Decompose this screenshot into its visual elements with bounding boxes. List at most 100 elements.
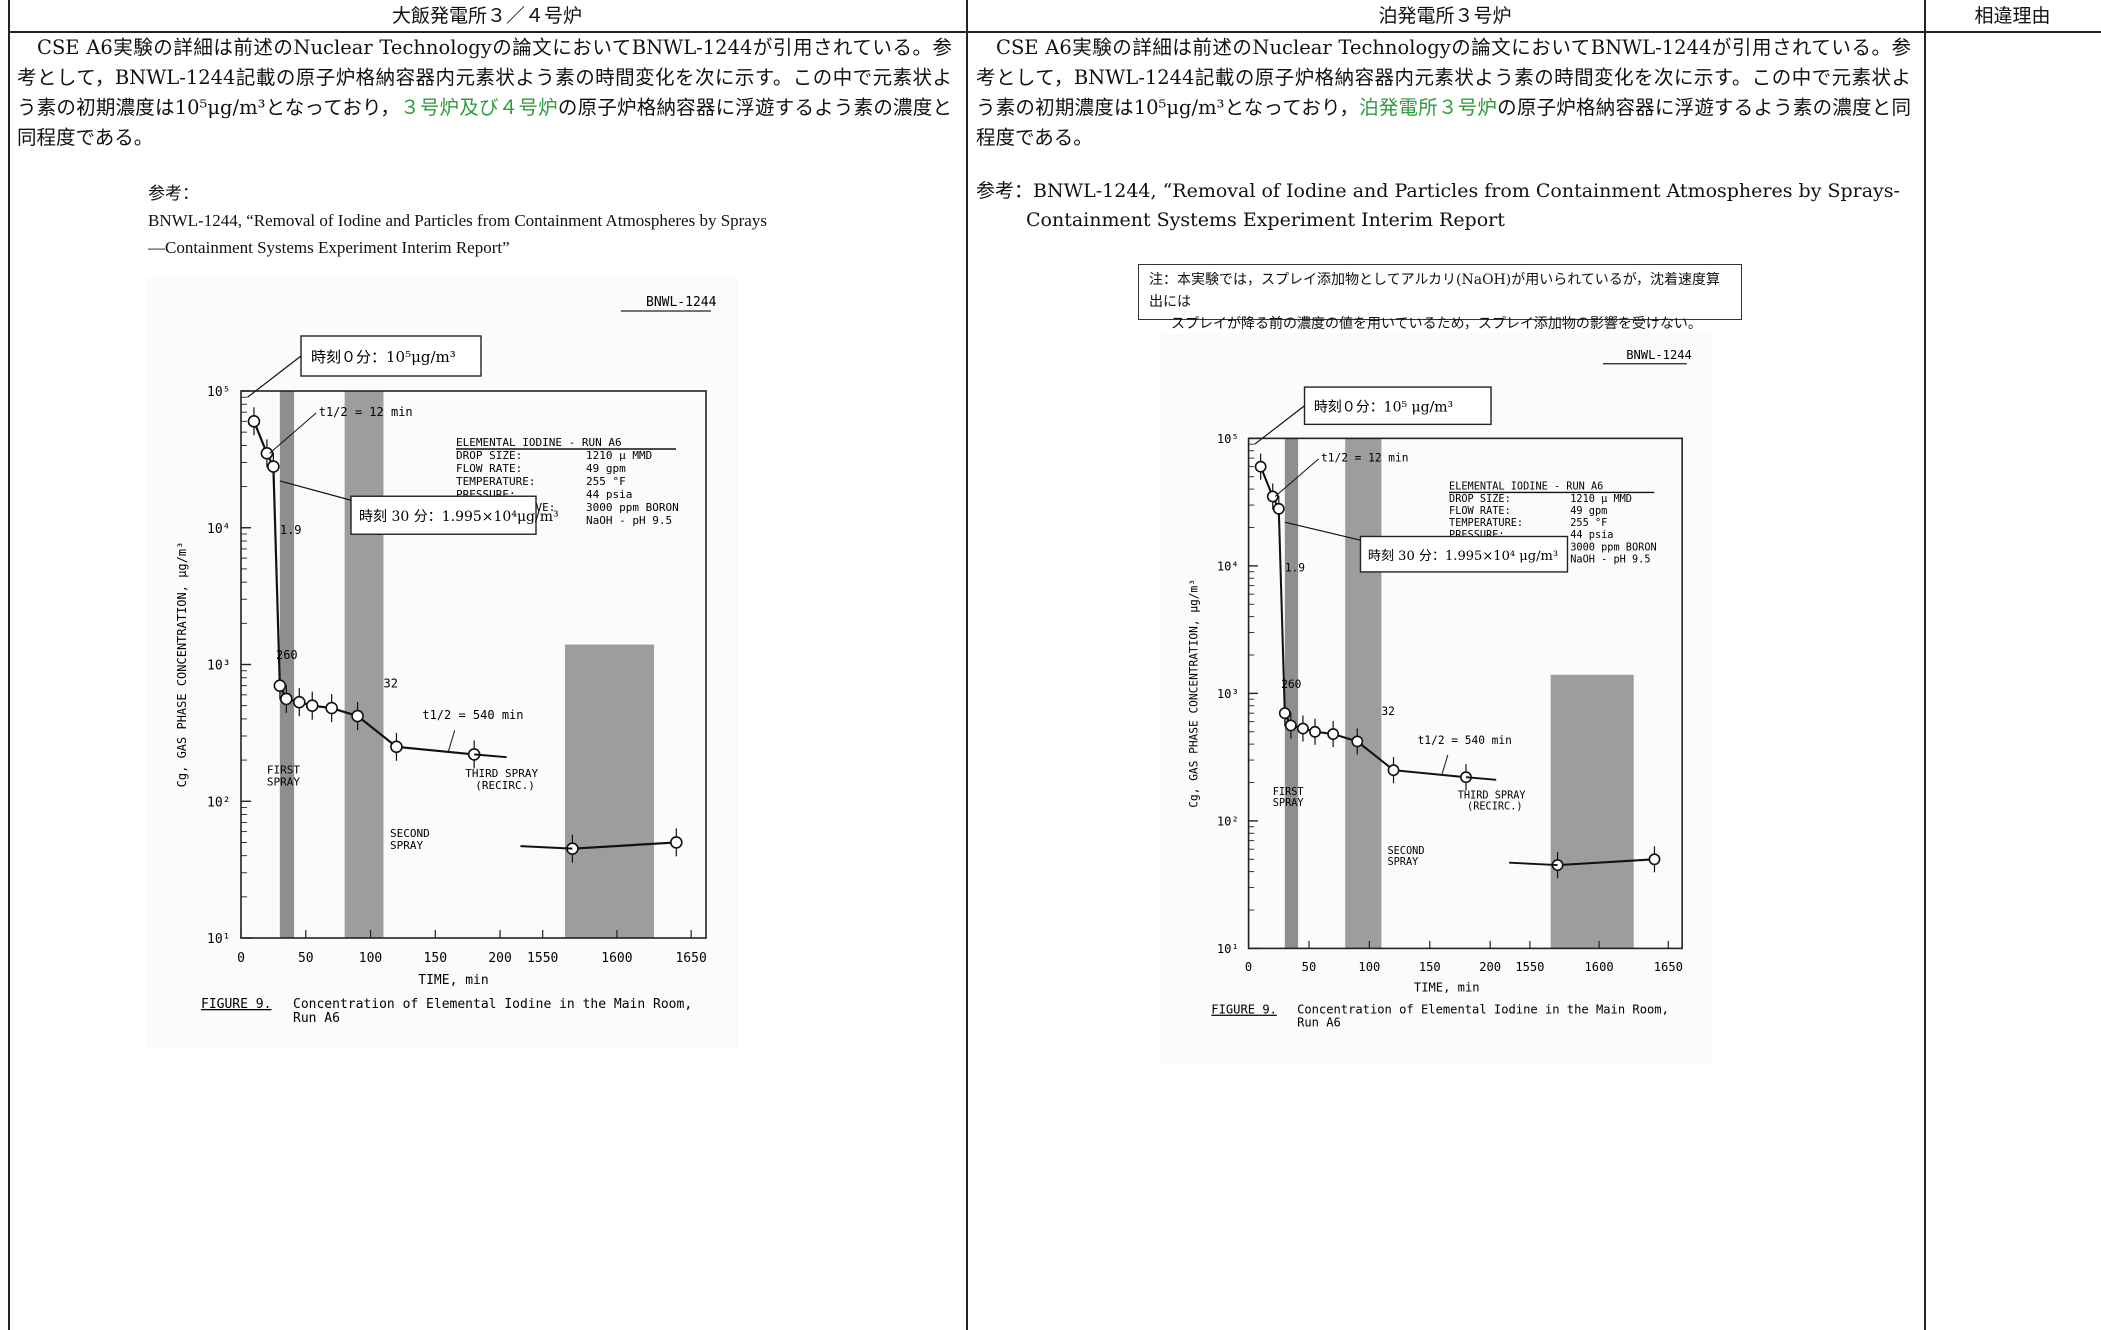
caption-text: Concentration of Elemental Iodine in the…: [1297, 1003, 1669, 1017]
annotation-t12-540: t1/2 = 540 min: [422, 708, 523, 722]
right-para-text-b: の原子炉格納容器に浮遊するよう素の濃度と同程度である。: [976, 96, 1911, 149]
data-point: [292, 695, 306, 709]
y-tick-label: 10²: [1217, 815, 1239, 829]
spray-band-2: [344, 391, 384, 938]
callout-0-pointer: [1254, 405, 1305, 445]
annotation-19: 1.9: [1285, 562, 1305, 575]
first-spray-label-1: FIRST: [267, 763, 300, 776]
spray-band-2: [1345, 438, 1382, 949]
data-point: [390, 740, 403, 754]
legend-value: 1210 μ MMD: [586, 449, 652, 462]
legend-label: DROP SIZE:: [456, 449, 522, 462]
first-spray-label-2: SPRAY: [1273, 797, 1304, 809]
figure-left: BNWL-1244 10¹ 10² 10³ 10⁴ 10⁵ 0 50 100 150 200 1550…: [146, 278, 738, 1048]
left-paragraph: CSE A6実験の詳細は前述のNuclear Technologyの論文において…: [17, 33, 952, 153]
annotation-t12-12: t1/2 = 12 min: [319, 405, 413, 419]
data-point: [267, 460, 280, 473]
annotation-260: 260: [1281, 678, 1301, 691]
x-tick-label: 1600: [601, 951, 632, 966]
annotation-t12-540: t1/2 = 540 min: [1418, 734, 1512, 747]
y-tick-label: 10¹: [1217, 942, 1239, 956]
legend-label: FLOW RATE:: [456, 462, 522, 475]
callout-0-pointer: [247, 355, 302, 398]
note-line1: 注：本実験では，スプレイ添加物としてアルカリ(NaOH)が用いられているが，沈着…: [1149, 272, 1720, 310]
data-point: [1297, 722, 1309, 735]
series-head: [1509, 861, 1558, 867]
header-reason: 相違理由: [1924, 0, 2101, 33]
right-paragraph: CSE A6実験の詳細は前述のNuclear Technologyの論文において…: [976, 33, 1911, 153]
figure-right: BNWL-1244 10¹ 10² 10³ 10⁴ 10⁵ 0 50 100 150 200 1550…: [1160, 333, 1712, 1063]
header-tomari: 泊発電所３号炉: [966, 0, 1924, 33]
data-point: [247, 415, 261, 428]
x-tick-label: 200: [1479, 960, 1501, 974]
y-tick-label: 10⁴: [207, 522, 230, 537]
plot-frame: [1247, 437, 1683, 950]
annotation-pointer: [1441, 754, 1449, 775]
data-point: [670, 836, 683, 849]
legend-value: 3000 ppm BORON: [586, 501, 679, 514]
legend-value: NaOH - pH 9.5: [1570, 553, 1650, 565]
annotation-pointer: [1274, 458, 1319, 497]
x-tick-label: 100: [359, 951, 382, 966]
caption-label: FIGURE 9.: [201, 997, 271, 1012]
legend-label: ELEMENTAL IODINE - RUN A6: [456, 436, 622, 449]
data-point: [1387, 764, 1400, 777]
x-tick-label: 200: [488, 951, 511, 966]
data-point: [351, 709, 364, 723]
legend-label: ELEMENTAL IODINE - RUN A6: [1449, 481, 1603, 493]
right-highlight: 泊発電所３号炉: [1359, 96, 1498, 119]
first-spray-label-1: FIRST: [1273, 786, 1304, 798]
spray-band-1: [1284, 438, 1299, 949]
callout-30-text: 時刻 30 分：1.995×10⁴μg/m³: [359, 509, 559, 525]
left-ref-text: BNWL-1244, “Removal of Iodine and Partic…: [148, 211, 767, 257]
legend-value: 255 °F: [1570, 517, 1607, 529]
data-point: [1254, 460, 1267, 473]
x-tick-label: 150: [1419, 960, 1441, 974]
x-tick-label: 1550: [527, 951, 558, 966]
x-tick-label: 150: [424, 951, 447, 966]
annotation-19: 1.9: [280, 523, 302, 537]
y-tick-label: 10³: [1217, 687, 1239, 701]
second-spray-label-1: SECOND: [1387, 845, 1424, 857]
legend-label: FLOW RATE:: [1449, 505, 1511, 517]
third-spray-label-1: THIRD SPRAY: [1458, 789, 1526, 801]
x-axis-label: TIME, min: [418, 973, 488, 988]
legend-value: 255 °F: [586, 475, 626, 488]
x-tick-label: 1600: [1585, 960, 1614, 974]
legend-value: 49 gpm: [586, 462, 626, 475]
spray-band-3: [1550, 674, 1634, 949]
y-tick-label: 10⁵: [1217, 432, 1239, 446]
caption-text: Concentration of Elemental Iodine in the…: [293, 997, 692, 1012]
legend-label: DROP SIZE:: [1449, 493, 1511, 505]
spray-band-1: [279, 391, 295, 938]
first-spray-label-2: SPRAY: [267, 775, 300, 788]
legend-value: 1210 μ MMD: [1570, 493, 1632, 505]
data-point: [1648, 853, 1661, 866]
series-tail: [1465, 776, 1497, 781]
legend-value: 44 psia: [586, 488, 632, 501]
y-axis-label: Cg, GAS PHASE CONCENTRATION, μg/m³: [1187, 579, 1200, 808]
doc-id: BNWL-1244: [646, 295, 717, 310]
column-ohi: [8, 0, 968, 1330]
callout-30-box: [1359, 535, 1569, 573]
y-tick-label: 10⁵: [207, 385, 230, 400]
callout-30-text: 時刻 30 分：1.995×10⁴ μg/m³: [1368, 549, 1558, 564]
right-note: 注：本実験では，スプレイ添加物としてアルカリ(NaOH)が用いられているが，沈着…: [1138, 264, 1742, 332]
data-point: [260, 447, 274, 460]
left-reference: 参考： BNWL-1244, “Removal of Iodine and Pa…: [148, 180, 768, 261]
iodine-chart: BNWL-1244 10¹ 10² 10³ 10⁴ 10⁵ 0 50 100 150 200 1550…: [1187, 348, 1692, 1030]
annotation-260: 260: [276, 648, 298, 662]
x-tick-label: 1650: [675, 951, 706, 966]
annotation-32: 32: [1381, 705, 1394, 718]
x-axis-label: TIME, min: [1414, 980, 1480, 994]
caption-text-2: Run A6: [1297, 1016, 1341, 1030]
y-tick-label: 10⁴: [1217, 560, 1239, 574]
legend-value: NaOH - pH 9.5: [586, 514, 672, 527]
caption-label: FIGURE 9.: [1211, 1003, 1277, 1017]
legend-value: 49 gpm: [1570, 505, 1607, 517]
second-spray-label-1: SECOND: [390, 827, 430, 840]
doc-id: BNWL-1244: [1626, 348, 1692, 362]
data-point: [1327, 728, 1340, 740]
callout-30-pointer: [279, 480, 352, 501]
